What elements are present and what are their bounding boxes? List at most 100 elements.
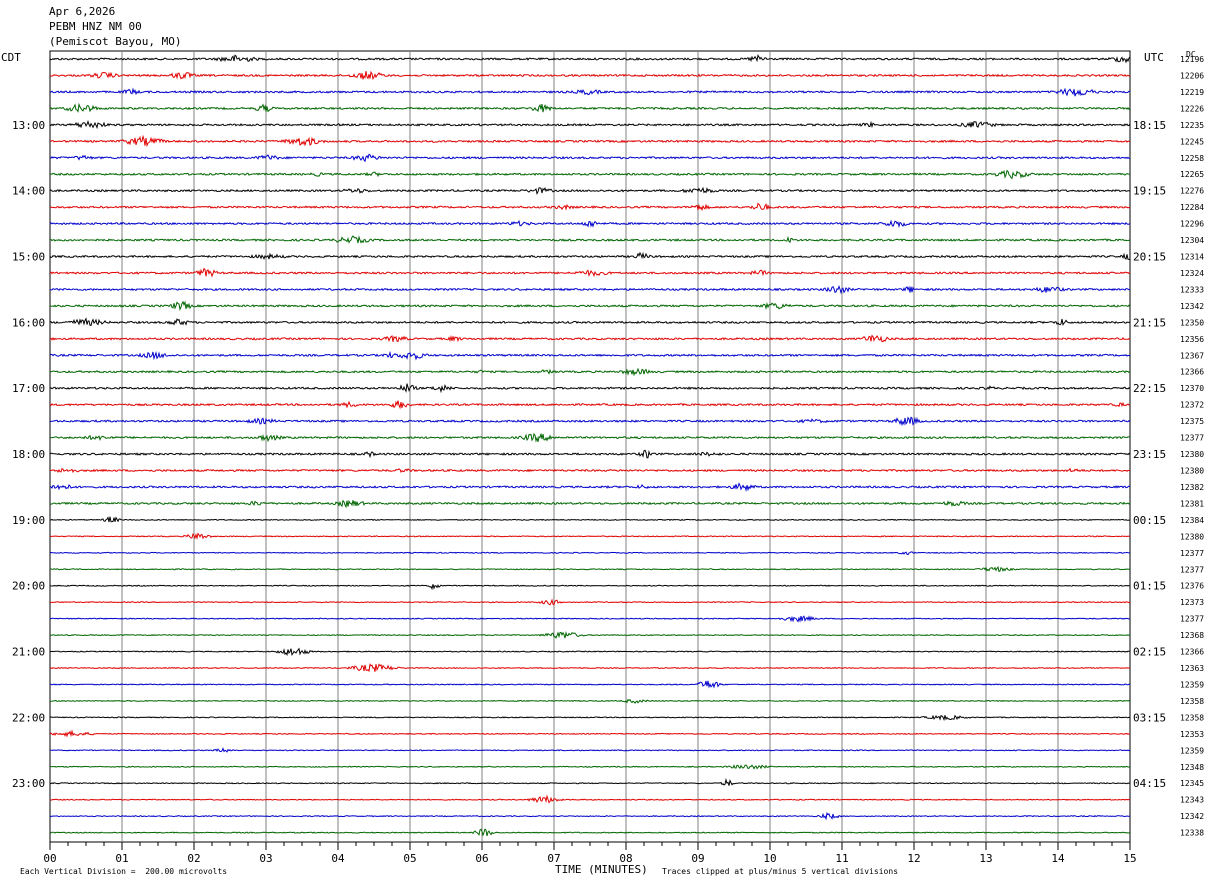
right-hour-label: 18:15 (1133, 119, 1166, 132)
seismic-trace (49, 812, 1131, 821)
dc-label: DC (1186, 50, 1196, 59)
dc-offset-label: 12373 (1180, 598, 1204, 607)
left-hour-label: 15:00 (12, 251, 45, 264)
footer-scale-note: Each Vertical Division = 200.00 microvol… (20, 867, 228, 876)
seismic-trace (49, 729, 1131, 738)
right-hour-label: 03:15 (1133, 711, 1166, 724)
dc-offset-label: 12314 (1180, 253, 1204, 262)
left-hour-label: 16:00 (12, 316, 45, 329)
x-tick-label: 06 (475, 852, 488, 865)
seismic-trace (49, 102, 1131, 113)
seismic-trace (49, 482, 1131, 492)
dc-offset-label: 12304 (1180, 236, 1204, 245)
date-label: Apr 6,2026 (49, 5, 116, 18)
seismic-trace (50, 631, 1131, 639)
seismic-trace (50, 432, 1130, 443)
dc-offset-label: 12370 (1180, 384, 1204, 393)
seismic-trace (49, 416, 1131, 427)
dc-offset-label: 12235 (1180, 121, 1204, 130)
seismic-trace (49, 777, 1131, 786)
seismic-trace (49, 680, 1131, 689)
dc-offset-label: 12368 (1180, 631, 1204, 640)
dc-offset-label: 12206 (1180, 71, 1204, 80)
left-hour-label: 19:00 (12, 514, 45, 527)
dc-offset-label: 12384 (1180, 516, 1204, 525)
seismic-trace (50, 134, 1131, 148)
x-tick-label: 03 (259, 852, 272, 865)
plot-frame (49, 50, 1131, 843)
seismic-trace (49, 235, 1131, 244)
seismic-trace (49, 202, 1131, 212)
dc-offset-label: 12377 (1180, 434, 1204, 443)
seismic-trace (49, 532, 1131, 540)
seismic-trace (49, 794, 1130, 804)
seismic-trace (49, 615, 1131, 623)
dc-offset-label: 12265 (1180, 170, 1204, 179)
x-tick-label: 13 (979, 852, 992, 865)
right-hour-label: 04:15 (1133, 777, 1166, 790)
dc-offset-label: 12276 (1180, 187, 1204, 196)
dc-offset-label: 12333 (1180, 285, 1204, 294)
seismic-trace (49, 87, 1131, 97)
seismic-trace (49, 467, 1131, 474)
seismic-trace (49, 400, 1131, 410)
seismic-trace (49, 698, 1131, 704)
seismic-trace (49, 714, 1131, 722)
dc-offset-label: 12258 (1180, 154, 1204, 163)
right-hour-label: 02:15 (1133, 646, 1166, 659)
seismic-trace (49, 119, 1131, 130)
dc-offset-label: 12342 (1180, 812, 1204, 821)
x-tick-label: 07 (547, 852, 560, 865)
left-hour-label: 13:00 (12, 119, 45, 132)
dc-offset-label: 12359 (1180, 680, 1204, 689)
x-tick-label: 09 (691, 852, 704, 865)
dc-offset-label: 12366 (1180, 648, 1204, 657)
seismic-trace (50, 647, 1131, 657)
left-hour-label: 23:00 (12, 777, 45, 790)
dc-offset-label: 12382 (1180, 483, 1204, 492)
dc-offset-label: 12245 (1180, 137, 1204, 146)
x-tick-label: 14 (1051, 852, 1065, 865)
dc-offset-label: 12377 (1180, 615, 1204, 624)
dc-offset-label: 12356 (1180, 335, 1204, 344)
dc-offset-label: 12348 (1180, 763, 1204, 772)
seismic-trace (49, 334, 1131, 343)
dc-offset-label: 12377 (1180, 565, 1204, 574)
x-tick-label: 00 (43, 852, 56, 865)
x-tick-label: 15 (1123, 852, 1136, 865)
dc-offset-label: 12363 (1180, 664, 1204, 673)
seismic-trace (49, 219, 1131, 229)
location-label: (Pemiscot Bayou, MO) (49, 35, 182, 48)
station-label: PEBM HNZ NM 00 (49, 20, 142, 33)
dc-offset-label: 12366 (1180, 368, 1204, 377)
seismic-trace (49, 300, 1131, 311)
seismic-trace (49, 747, 1131, 753)
left-hour-label: 14:00 (12, 185, 45, 198)
seismic-trace (49, 764, 1131, 770)
dc-offset-label: 12296 (1180, 220, 1204, 229)
x-tick-label: 10 (763, 852, 776, 865)
dc-offset-label: 12359 (1180, 746, 1204, 755)
right-hour-label: 00:15 (1133, 514, 1166, 527)
left-hour-label: 17:00 (12, 382, 45, 395)
x-tick-label: 08 (619, 852, 632, 865)
right-hour-label: 23:15 (1133, 448, 1166, 461)
seismic-trace (49, 54, 1131, 64)
right-hour-label: 21:15 (1133, 316, 1166, 329)
x-axis-label: TIME (MINUTES) (555, 863, 648, 876)
dc-offset-label: 12226 (1180, 104, 1204, 113)
dc-offset-label: 12358 (1180, 697, 1204, 706)
left-hour-label: 21:00 (12, 646, 45, 659)
right-hour-label: 20:15 (1133, 251, 1166, 264)
dc-offset-label: 12372 (1180, 401, 1204, 410)
left-hour-label: 20:00 (12, 580, 45, 593)
dc-offset-label: 12367 (1180, 351, 1204, 360)
seismic-trace (49, 499, 1131, 509)
x-tick-label: 01 (115, 852, 128, 865)
right-hour-label: 22:15 (1133, 382, 1166, 395)
dc-offset-label: 12196 (1180, 55, 1204, 64)
seismic-trace (49, 317, 1131, 327)
left-hour-label: 22:00 (12, 711, 45, 724)
seismic-trace (49, 350, 1131, 361)
